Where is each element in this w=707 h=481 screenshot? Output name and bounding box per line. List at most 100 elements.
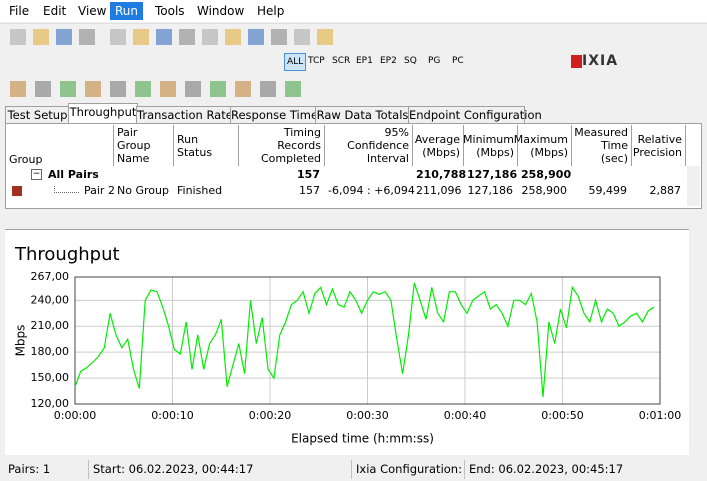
table-cell: All Pairs	[48, 168, 99, 181]
column-header: Run Status	[174, 125, 239, 166]
x-tick-label: 0:00:10	[151, 409, 193, 422]
tab[interactable]: Test Setup	[5, 106, 70, 123]
toolbar-button[interactable]: SCR	[332, 56, 351, 66]
throughput-line	[74, 282, 655, 398]
menu-bar	[0, 0, 707, 22]
column-header: 95% Confidence Interval	[325, 125, 413, 166]
menu-item[interactable]: Window	[197, 4, 245, 18]
tab[interactable]: Transaction Rate	[136, 106, 233, 123]
toolbar-icon[interactable]	[285, 81, 301, 97]
x-tick-label: 0:01:00	[639, 409, 681, 422]
toolbar-icon[interactable]	[10, 29, 26, 45]
toolbar-icon[interactable]	[135, 81, 151, 97]
splitter	[0, 213, 707, 225]
y-tick-label: 210,00	[31, 319, 70, 332]
toolbar-icon[interactable]	[156, 29, 172, 45]
toolbar-icon[interactable]	[179, 29, 195, 45]
table-cell: 2,887	[649, 184, 682, 197]
table-cell: 127,186	[467, 168, 518, 181]
menu-item[interactable]: File	[9, 4, 30, 18]
menu-item[interactable]: Tools	[155, 4, 185, 18]
toolbar-icon[interactable]	[110, 29, 126, 45]
toolbar-icon[interactable]	[60, 81, 76, 97]
toolbar-icon[interactable]	[185, 81, 201, 97]
status-field: Start: 06.02.2023, 00:44:17	[88, 460, 351, 479]
column-header: Relative Precision	[632, 125, 686, 166]
tab[interactable]: Response Time	[230, 106, 319, 123]
table-cell: 157	[297, 168, 320, 181]
status-field: Pairs: 1	[8, 462, 51, 476]
table-cell: 157	[299, 184, 320, 197]
x-tick-label: 0:00:40	[444, 409, 486, 422]
toolbar-icon[interactable]	[79, 29, 95, 45]
toolbar-icon[interactable]	[248, 29, 264, 45]
toolbar-icon[interactable]	[33, 29, 49, 45]
tab[interactable]: Raw Data Totals	[315, 106, 410, 123]
toolbar-icon[interactable]	[210, 81, 226, 97]
y-axis-label: Mbps	[14, 325, 28, 357]
menu-item[interactable]: Help	[257, 4, 285, 18]
table-cell: Finished	[177, 184, 223, 197]
menu-item[interactable]: View	[78, 4, 107, 18]
expand-toggle[interactable]: −	[31, 169, 42, 180]
toolbar-icon[interactable]	[56, 29, 72, 45]
status-field: End: 06.02.2023, 00:45:17	[464, 460, 707, 479]
brand-logo: IXIA	[582, 53, 619, 69]
column-header: Pair Group Name	[114, 125, 174, 166]
toolbar-icon[interactable]	[317, 29, 333, 45]
table-cell: 258,900	[521, 184, 568, 197]
menu-item[interactable]: Edit	[43, 4, 67, 18]
table-cell: Pair 2	[84, 184, 115, 197]
x-tick-label: 0:00:20	[249, 409, 291, 422]
table-cell: 127,186	[467, 184, 514, 197]
table-cell: 211,096	[416, 184, 462, 197]
toolbar-icon[interactable]	[85, 81, 101, 97]
tab[interactable]: Endpoint Configuration	[408, 106, 542, 123]
toolbar-icon[interactable]	[260, 81, 276, 97]
plot-border	[74, 276, 661, 405]
toolbar-icon[interactable]	[225, 29, 241, 45]
toolbar-icon[interactable]	[133, 29, 149, 45]
table-cell: 210,788	[416, 168, 467, 181]
toolbar	[0, 23, 707, 76]
toolbar-icon[interactable]	[235, 81, 251, 97]
pair-icon	[12, 186, 22, 196]
toolbar-icon[interactable]	[160, 81, 176, 97]
toolbar-icon[interactable]	[271, 29, 287, 45]
y-tick-label: 180,00	[31, 345, 70, 358]
chart: Throughput 120,00 150,00 180,00 210,00 240,00…	[5, 229, 689, 455]
chart-title: Throughput	[14, 244, 120, 265]
toolbar-button[interactable]: TCP	[308, 56, 325, 66]
brand-x	[571, 55, 582, 68]
toolbar-button[interactable]: ALL	[284, 53, 307, 71]
x-tick-label: 0:00:00	[54, 409, 96, 422]
status-field: Ixia Configuration:	[351, 460, 464, 479]
toolbar-button[interactable]: SQ	[404, 56, 417, 66]
column-header: Measured Time (sec)	[572, 125, 632, 166]
y-tick-label: 267,00	[31, 270, 70, 283]
column-header: Maximum (Mbps)	[514, 125, 572, 166]
table-cell: No Group	[117, 184, 169, 197]
toolbar-icon[interactable]	[294, 29, 310, 45]
toolbar-button[interactable]: EP1	[356, 56, 373, 66]
table-cell: -6,094 : +6,094	[328, 184, 415, 197]
toolbar-icon[interactable]	[110, 81, 126, 97]
toolbar-icon[interactable]	[202, 29, 218, 45]
toolbar-icon[interactable]	[35, 81, 51, 97]
tab[interactable]: Throughput	[68, 103, 138, 123]
table-cell: 258,900	[521, 168, 572, 181]
toolbar-icon[interactable]	[10, 81, 26, 97]
column-header: Timing Records Completed	[239, 125, 325, 166]
toolbar-button[interactable]: EP2	[380, 56, 397, 66]
toolbar-button[interactable]: PG	[428, 56, 441, 66]
y-tick-label: 120,00	[31, 397, 70, 410]
x-tick-label: 0:00:30	[346, 409, 388, 422]
column-header: Minimum (Mbps)	[463, 125, 518, 166]
x-tick-label: 0:00:50	[541, 409, 583, 422]
menu-item[interactable]: Run	[110, 2, 144, 20]
column-header: Group	[6, 125, 114, 166]
y-tick-label: 240,00	[31, 293, 70, 306]
table-cell: 59,499	[588, 184, 628, 197]
toolbar-button[interactable]: PC	[452, 56, 464, 66]
